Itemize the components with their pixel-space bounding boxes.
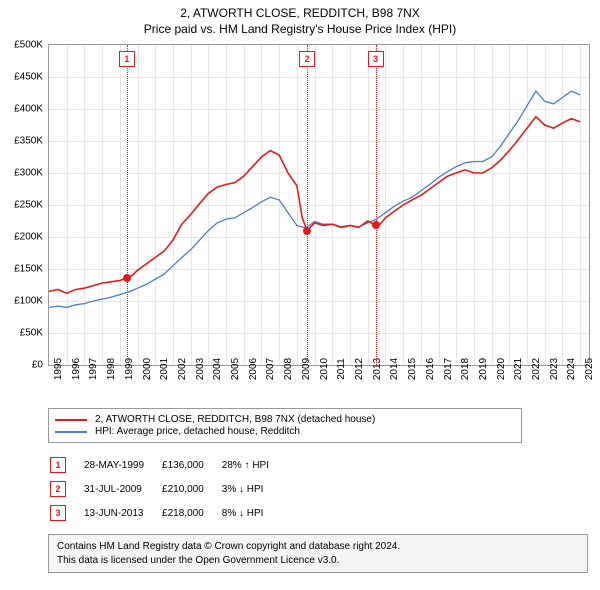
- y-tick-label: £500K: [14, 40, 43, 51]
- y-tick-label: £200K: [14, 232, 43, 243]
- series-svg: [49, 45, 589, 365]
- events-table: 1 28-MAY-1999 £136,000 28% ↑ HPI 2 31-JU…: [48, 452, 287, 526]
- attribution-footer: Contains HM Land Registry data © Crown c…: [48, 534, 588, 573]
- plot-area: £0£50K£100K£150K£200K£250K£300K£350K£400…: [48, 44, 590, 366]
- event-delta: 28% ↑ HPI: [222, 454, 285, 476]
- y-tick-label: £350K: [14, 136, 43, 147]
- event-row: 1 28-MAY-1999 £136,000 28% ↑ HPI: [50, 454, 285, 476]
- title-block: 2, ATWORTH CLOSE, REDDITCH, B98 7NX Pric…: [0, 0, 600, 36]
- legend: 2, ATWORTH CLOSE, REDDITCH, B98 7NX (det…: [48, 408, 522, 443]
- event-marker-icon: 2: [50, 481, 66, 497]
- event-delta: 8% ↓ HPI: [222, 502, 285, 524]
- legend-swatch: [55, 431, 87, 433]
- event-row: 3 13-JUN-2013 £218,000 8% ↓ HPI: [50, 502, 285, 524]
- y-tick-label: £0: [32, 360, 43, 371]
- sale-point-marker: [123, 274, 131, 282]
- legend-label: HPI: Average price, detached house, Redd…: [95, 426, 300, 437]
- y-tick-label: £150K: [14, 264, 43, 275]
- y-tick-label: £300K: [14, 168, 43, 179]
- y-tick-label: £50K: [20, 328, 43, 339]
- event-marker-icon: 1: [50, 457, 66, 473]
- event-price: £218,000: [162, 502, 220, 524]
- series-line-price_paid: [49, 117, 580, 294]
- sale-point-marker: [372, 221, 380, 229]
- y-tick-label: £400K: [14, 104, 43, 115]
- chart-container: 2, ATWORTH CLOSE, REDDITCH, B98 7NX Pric…: [0, 0, 600, 590]
- event-row: 2 31-JUL-2009 £210,000 3% ↓ HPI: [50, 478, 285, 500]
- event-delta: 3% ↓ HPI: [222, 478, 285, 500]
- event-date: 28-MAY-1999: [84, 454, 160, 476]
- chart-subtitle: Price paid vs. HM Land Registry's House …: [0, 22, 600, 36]
- chart-title-address: 2, ATWORTH CLOSE, REDDITCH, B98 7NX: [0, 6, 600, 20]
- y-tick-label: £250K: [14, 200, 43, 211]
- legend-item: HPI: Average price, detached house, Redd…: [55, 426, 515, 437]
- y-tick-label: £450K: [14, 72, 43, 83]
- event-date: 13-JUN-2013: [84, 502, 160, 524]
- y-tick-label: £100K: [14, 296, 43, 307]
- footer-line: This data is licensed under the Open Gov…: [57, 554, 579, 568]
- event-price: £210,000: [162, 478, 220, 500]
- footer-line: Contains HM Land Registry data © Crown c…: [57, 540, 579, 554]
- legend-item: 2, ATWORTH CLOSE, REDDITCH, B98 7NX (det…: [55, 414, 515, 425]
- legend-label: 2, ATWORTH CLOSE, REDDITCH, B98 7NX (det…: [95, 414, 375, 425]
- event-date: 31-JUL-2009: [84, 478, 160, 500]
- event-marker-icon: 3: [50, 505, 66, 521]
- legend-swatch: [55, 419, 87, 421]
- sale-point-marker: [303, 227, 311, 235]
- event-price: £136,000: [162, 454, 220, 476]
